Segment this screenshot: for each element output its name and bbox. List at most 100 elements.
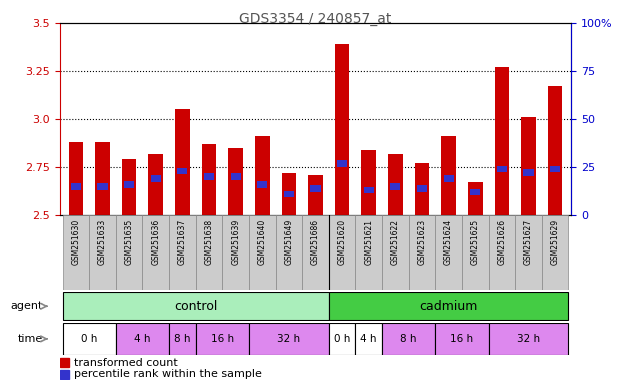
- Text: 4 h: 4 h: [360, 334, 377, 344]
- Bar: [363, 187, 374, 194]
- Text: GSM251629: GSM251629: [551, 219, 560, 265]
- Bar: [60, 370, 69, 379]
- Bar: [151, 175, 161, 182]
- Text: GSM251621: GSM251621: [364, 219, 374, 265]
- Bar: [521, 117, 536, 215]
- Bar: [122, 159, 136, 215]
- Bar: [60, 358, 69, 367]
- Text: 32 h: 32 h: [517, 334, 540, 344]
- Bar: [488, 215, 515, 290]
- Bar: [550, 166, 560, 172]
- Text: GSM251623: GSM251623: [418, 219, 427, 265]
- Text: GSM251637: GSM251637: [178, 219, 187, 265]
- Text: GSM251649: GSM251649: [285, 219, 293, 265]
- Bar: [337, 160, 347, 167]
- Bar: [148, 154, 163, 215]
- Bar: [468, 182, 483, 215]
- Bar: [196, 323, 249, 354]
- Bar: [515, 215, 542, 290]
- Bar: [169, 323, 196, 354]
- Bar: [95, 142, 110, 215]
- Text: time: time: [18, 334, 43, 344]
- Bar: [435, 215, 462, 290]
- Bar: [202, 144, 216, 215]
- Bar: [497, 166, 507, 172]
- Bar: [362, 150, 376, 215]
- Text: 32 h: 32 h: [277, 334, 300, 344]
- Text: 16 h: 16 h: [451, 334, 473, 344]
- Text: agent: agent: [11, 301, 43, 311]
- Bar: [542, 215, 569, 290]
- Bar: [382, 323, 435, 354]
- Bar: [196, 215, 222, 290]
- Bar: [62, 293, 329, 320]
- Text: GSM251620: GSM251620: [338, 219, 346, 265]
- Bar: [308, 175, 323, 215]
- Text: GSM251626: GSM251626: [497, 219, 506, 265]
- Text: GSM251624: GSM251624: [444, 219, 453, 265]
- Bar: [388, 154, 403, 215]
- Bar: [228, 148, 243, 215]
- Text: GSM251622: GSM251622: [391, 219, 400, 265]
- Text: GDS3354 / 240857_at: GDS3354 / 240857_at: [239, 12, 392, 25]
- Bar: [488, 323, 569, 354]
- Bar: [69, 142, 83, 215]
- Text: transformed count: transformed count: [74, 358, 178, 368]
- Bar: [276, 215, 302, 290]
- Bar: [175, 109, 190, 215]
- Text: GSM251633: GSM251633: [98, 219, 107, 265]
- Text: 8 h: 8 h: [401, 334, 417, 344]
- Bar: [124, 181, 134, 188]
- Bar: [441, 136, 456, 215]
- Bar: [97, 183, 108, 190]
- Bar: [329, 293, 569, 320]
- Bar: [71, 183, 81, 190]
- Text: control: control: [174, 300, 218, 313]
- Bar: [249, 323, 329, 354]
- Bar: [284, 190, 294, 197]
- Bar: [230, 173, 240, 180]
- Bar: [523, 169, 534, 176]
- Bar: [415, 163, 429, 215]
- Bar: [116, 215, 143, 290]
- Bar: [302, 215, 329, 290]
- Bar: [89, 215, 116, 290]
- Bar: [281, 173, 296, 215]
- Bar: [249, 215, 276, 290]
- Bar: [417, 185, 427, 192]
- Bar: [177, 167, 187, 174]
- Bar: [116, 323, 169, 354]
- Bar: [329, 215, 355, 290]
- Text: 4 h: 4 h: [134, 334, 151, 344]
- Bar: [310, 185, 321, 192]
- Bar: [495, 67, 509, 215]
- Text: 16 h: 16 h: [211, 334, 234, 344]
- Bar: [62, 323, 116, 354]
- Bar: [255, 136, 269, 215]
- Text: 0 h: 0 h: [81, 334, 97, 344]
- Text: GSM251638: GSM251638: [204, 219, 213, 265]
- Text: GSM251627: GSM251627: [524, 219, 533, 265]
- Bar: [444, 175, 454, 182]
- Text: GSM251686: GSM251686: [311, 219, 320, 265]
- Bar: [462, 215, 488, 290]
- Bar: [329, 323, 355, 354]
- Bar: [169, 215, 196, 290]
- Bar: [204, 173, 214, 180]
- Bar: [62, 215, 89, 290]
- Text: GSM251625: GSM251625: [471, 219, 480, 265]
- Bar: [222, 215, 249, 290]
- Bar: [355, 323, 382, 354]
- Bar: [391, 183, 401, 190]
- Text: GSM251640: GSM251640: [257, 219, 267, 265]
- Bar: [257, 181, 268, 188]
- Text: cadmium: cadmium: [420, 300, 478, 313]
- Text: 0 h: 0 h: [334, 334, 350, 344]
- Text: 8 h: 8 h: [174, 334, 191, 344]
- Text: GSM251635: GSM251635: [125, 219, 134, 265]
- Bar: [335, 44, 350, 215]
- Text: GSM251639: GSM251639: [231, 219, 240, 265]
- Bar: [355, 215, 382, 290]
- Bar: [409, 215, 435, 290]
- Bar: [382, 215, 409, 290]
